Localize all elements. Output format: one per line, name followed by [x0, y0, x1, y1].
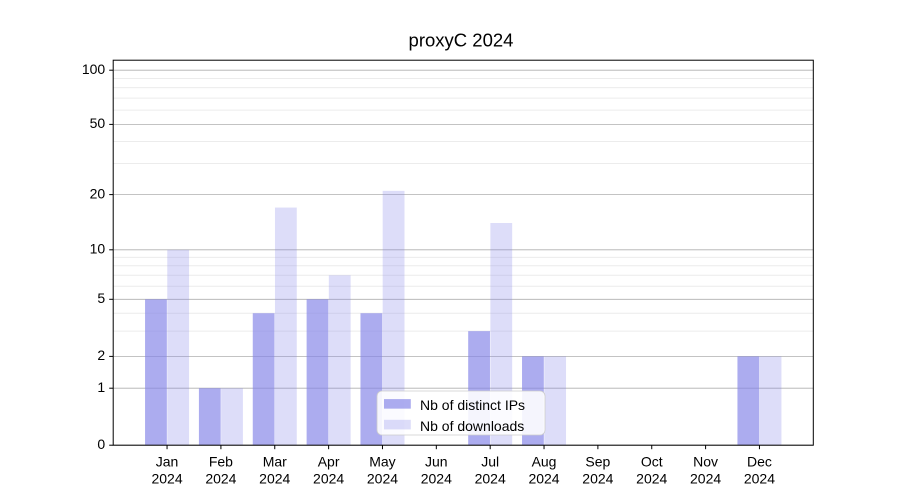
svg-text:0: 0 — [97, 436, 105, 452]
svg-text:2024: 2024 — [259, 471, 290, 487]
svg-text:2024: 2024 — [636, 471, 667, 487]
svg-text:2024: 2024 — [744, 471, 775, 487]
svg-text:5: 5 — [97, 290, 105, 306]
svg-text:2024: 2024 — [421, 471, 452, 487]
svg-text:2024: 2024 — [690, 471, 721, 487]
svg-text:Sep: Sep — [585, 454, 610, 470]
svg-text:Nov: Nov — [693, 454, 718, 470]
svg-text:2024: 2024 — [528, 471, 559, 487]
svg-text:Feb: Feb — [209, 454, 233, 470]
svg-text:100: 100 — [82, 61, 106, 77]
svg-text:10: 10 — [90, 241, 106, 257]
svg-text:2024: 2024 — [205, 471, 236, 487]
svg-text:Aug: Aug — [532, 454, 557, 470]
svg-text:Oct: Oct — [641, 454, 663, 470]
svg-text:proxyC 2024: proxyC 2024 — [409, 30, 514, 51]
svg-text:Jun: Jun — [425, 454, 448, 470]
svg-text:20: 20 — [90, 185, 106, 201]
svg-text:Jan: Jan — [156, 454, 179, 470]
svg-text:Nb of downloads: Nb of downloads — [420, 418, 524, 434]
svg-text:2024: 2024 — [475, 471, 506, 487]
svg-text:Dec: Dec — [747, 454, 772, 470]
svg-text:Mar: Mar — [263, 454, 287, 470]
svg-text:Jul: Jul — [481, 454, 499, 470]
svg-text:Apr: Apr — [318, 454, 340, 470]
svg-text:2024: 2024 — [582, 471, 613, 487]
svg-text:1: 1 — [97, 379, 105, 395]
svg-text:2: 2 — [97, 347, 105, 363]
svg-text:50: 50 — [90, 115, 106, 131]
svg-text:2024: 2024 — [151, 471, 182, 487]
svg-text:May: May — [369, 454, 395, 470]
svg-text:Nb of distinct IPs: Nb of distinct IPs — [420, 397, 525, 413]
svg-text:2024: 2024 — [367, 471, 398, 487]
svg-text:2024: 2024 — [313, 471, 344, 487]
